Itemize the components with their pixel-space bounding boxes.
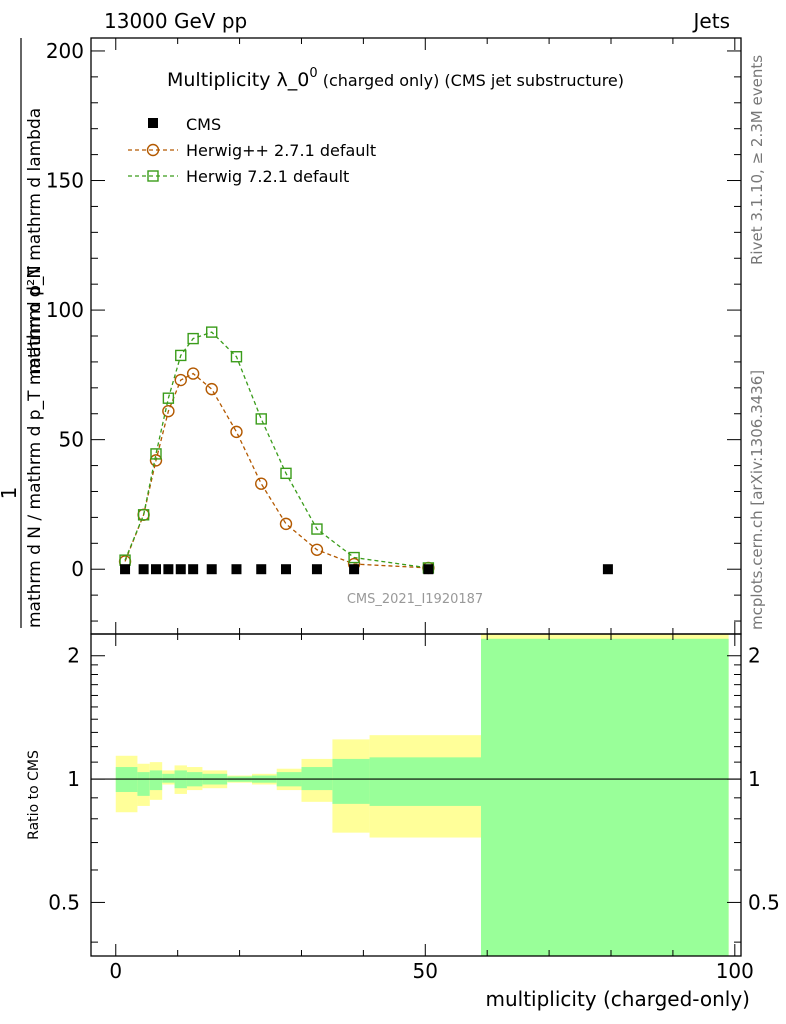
legend-label-herwigpp: Herwig++ 2.7.1 default [186, 141, 376, 160]
y-axis-label-denominator: mathrm d N / mathrm d p_T mathrm d p_T m… [25, 108, 45, 628]
x-tick-label: 50 [413, 959, 438, 983]
header-right: Jets [692, 9, 730, 33]
ratio-band-inner [149, 770, 163, 791]
ratio-frame [90, 633, 742, 957]
y-tick-label: 100 [46, 298, 84, 322]
herwigpp-point [205, 382, 218, 396]
mcplots-label: mcplots.cern.ch [arXiv:1306.3436] [748, 370, 766, 630]
cms-point [281, 564, 291, 575]
series-line-1 [124, 372, 429, 569]
ratio-band-inner [137, 772, 150, 796]
y-axis-label-numerator: mathrm d²N [24, 265, 45, 374]
cms-point [349, 564, 360, 575]
herwig7-point [230, 351, 243, 363]
ratio-y-label: Ratio to CMS [26, 750, 42, 840]
x-tick-label: 100 [716, 959, 754, 983]
cms-point [175, 564, 186, 575]
y-tick-label: 200 [46, 39, 84, 63]
rivet-label: Rivet 3.1.10, ≥ 2.3M events [748, 55, 766, 265]
header-left: 13000 GeV pp [104, 9, 247, 33]
herwig7-point [187, 332, 199, 345]
legend: CMS Herwig++ 2.7.1 default Herwig 7.2.1 … [128, 115, 376, 186]
herwig7-point [255, 413, 267, 425]
cms-point [163, 564, 174, 575]
ratio-bands [91, 634, 741, 956]
plot-title: Multiplicity λ_00 (charged only) (CMS je… [167, 66, 624, 91]
herwigpp-point [230, 425, 243, 439]
y-tick-label: 50 [59, 428, 84, 452]
x-tick-label: 0 [109, 959, 122, 983]
plot-texts: 13000 GeV pp Jets Rivet 3.1.10, ≥ 2.3M e… [0, 9, 766, 1011]
herwigpp-point [149, 454, 163, 467]
legend-label-herwig7: Herwig 7.2.1 default [186, 167, 349, 186]
herwig7-point [162, 392, 175, 404]
herwigpp-point [310, 543, 324, 556]
herwig7-point [175, 349, 187, 362]
herwig7-point [311, 523, 323, 535]
analysis-watermark: CMS_2021_I1920187 [347, 592, 483, 607]
herwig7-point [137, 509, 150, 521]
ratio-band-inner [332, 758, 370, 804]
series-line-2 [124, 331, 429, 569]
ratio-y-tick-label: 1 [67, 767, 80, 791]
y-axis-label-one: 1 [0, 487, 21, 500]
cms-point [231, 564, 242, 575]
cms-point [120, 564, 131, 575]
cms-point [602, 564, 613, 575]
cms-point [151, 564, 161, 575]
ratio-y-tick-label-right: 1 [748, 767, 761, 791]
cms-point [206, 564, 217, 575]
ratio-y-tick-label: 2 [67, 644, 80, 668]
herwig7-point [348, 551, 360, 564]
herwigpp-point [162, 404, 175, 418]
ratio-y-tick-label-right: 0.5 [748, 890, 780, 914]
herwig7-point [206, 326, 218, 338]
cms-point [138, 564, 149, 575]
cms-point [311, 564, 322, 575]
herwigpp-point [186, 367, 200, 380]
herwigpp-point [174, 373, 187, 387]
legend-marker-cms [148, 118, 158, 128]
cms-point [256, 564, 267, 575]
ratio-band-inner [162, 773, 175, 783]
cms-point [423, 564, 434, 575]
cms-point [188, 564, 199, 575]
legend-marker-herwigpp [146, 143, 160, 157]
main-plot-content [118, 326, 613, 575]
ratio-band-inner [369, 757, 481, 806]
legend-marker-herwig7 [147, 170, 159, 182]
ratio-y-tick-label-right: 2 [748, 644, 761, 668]
legend-label-cms: CMS [186, 115, 221, 134]
x-axis-label: multiplicity (charged-only) [485, 987, 750, 1011]
ratio-y-tick-label: 0.5 [48, 890, 80, 914]
y-tick-label: 0 [71, 557, 84, 581]
plot-frames: 0 50 100 0 50 100 150 200 0.5 0.5 1 1 2 2 [46, 37, 780, 983]
ratio-band-inner [481, 638, 729, 956]
herwigpp-point [279, 517, 293, 531]
y-tick-label: 150 [46, 169, 84, 193]
herwig7-point [150, 448, 162, 460]
herwig7-point [280, 467, 292, 480]
herwigpp-point [255, 477, 268, 490]
